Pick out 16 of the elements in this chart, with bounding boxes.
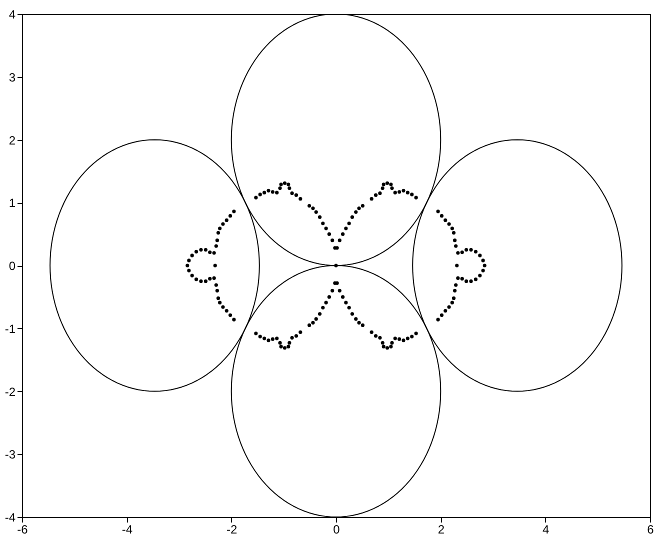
x-tick-label: 0	[333, 522, 340, 536]
x-tick-label: 2	[438, 522, 445, 536]
x-tick-label: -6	[17, 522, 28, 536]
y-tick-label: -3	[4, 448, 16, 462]
x-tick-label: 6	[647, 522, 654, 536]
y-tick-label: 1	[8, 196, 16, 210]
y-tick-label: 3	[8, 70, 16, 84]
x-tick-label: -4	[122, 522, 133, 536]
x-tick-label: -2	[226, 522, 238, 536]
x-tick-label: 4	[542, 522, 550, 536]
y-tick-label: 0	[8, 259, 16, 273]
y-tick-label: 4	[8, 8, 16, 22]
y-tick-label: -4	[4, 510, 16, 524]
y-tick-label: -2	[4, 384, 16, 399]
y-tick-label: -1	[4, 322, 16, 336]
y-tick-label: 2	[8, 133, 16, 148]
